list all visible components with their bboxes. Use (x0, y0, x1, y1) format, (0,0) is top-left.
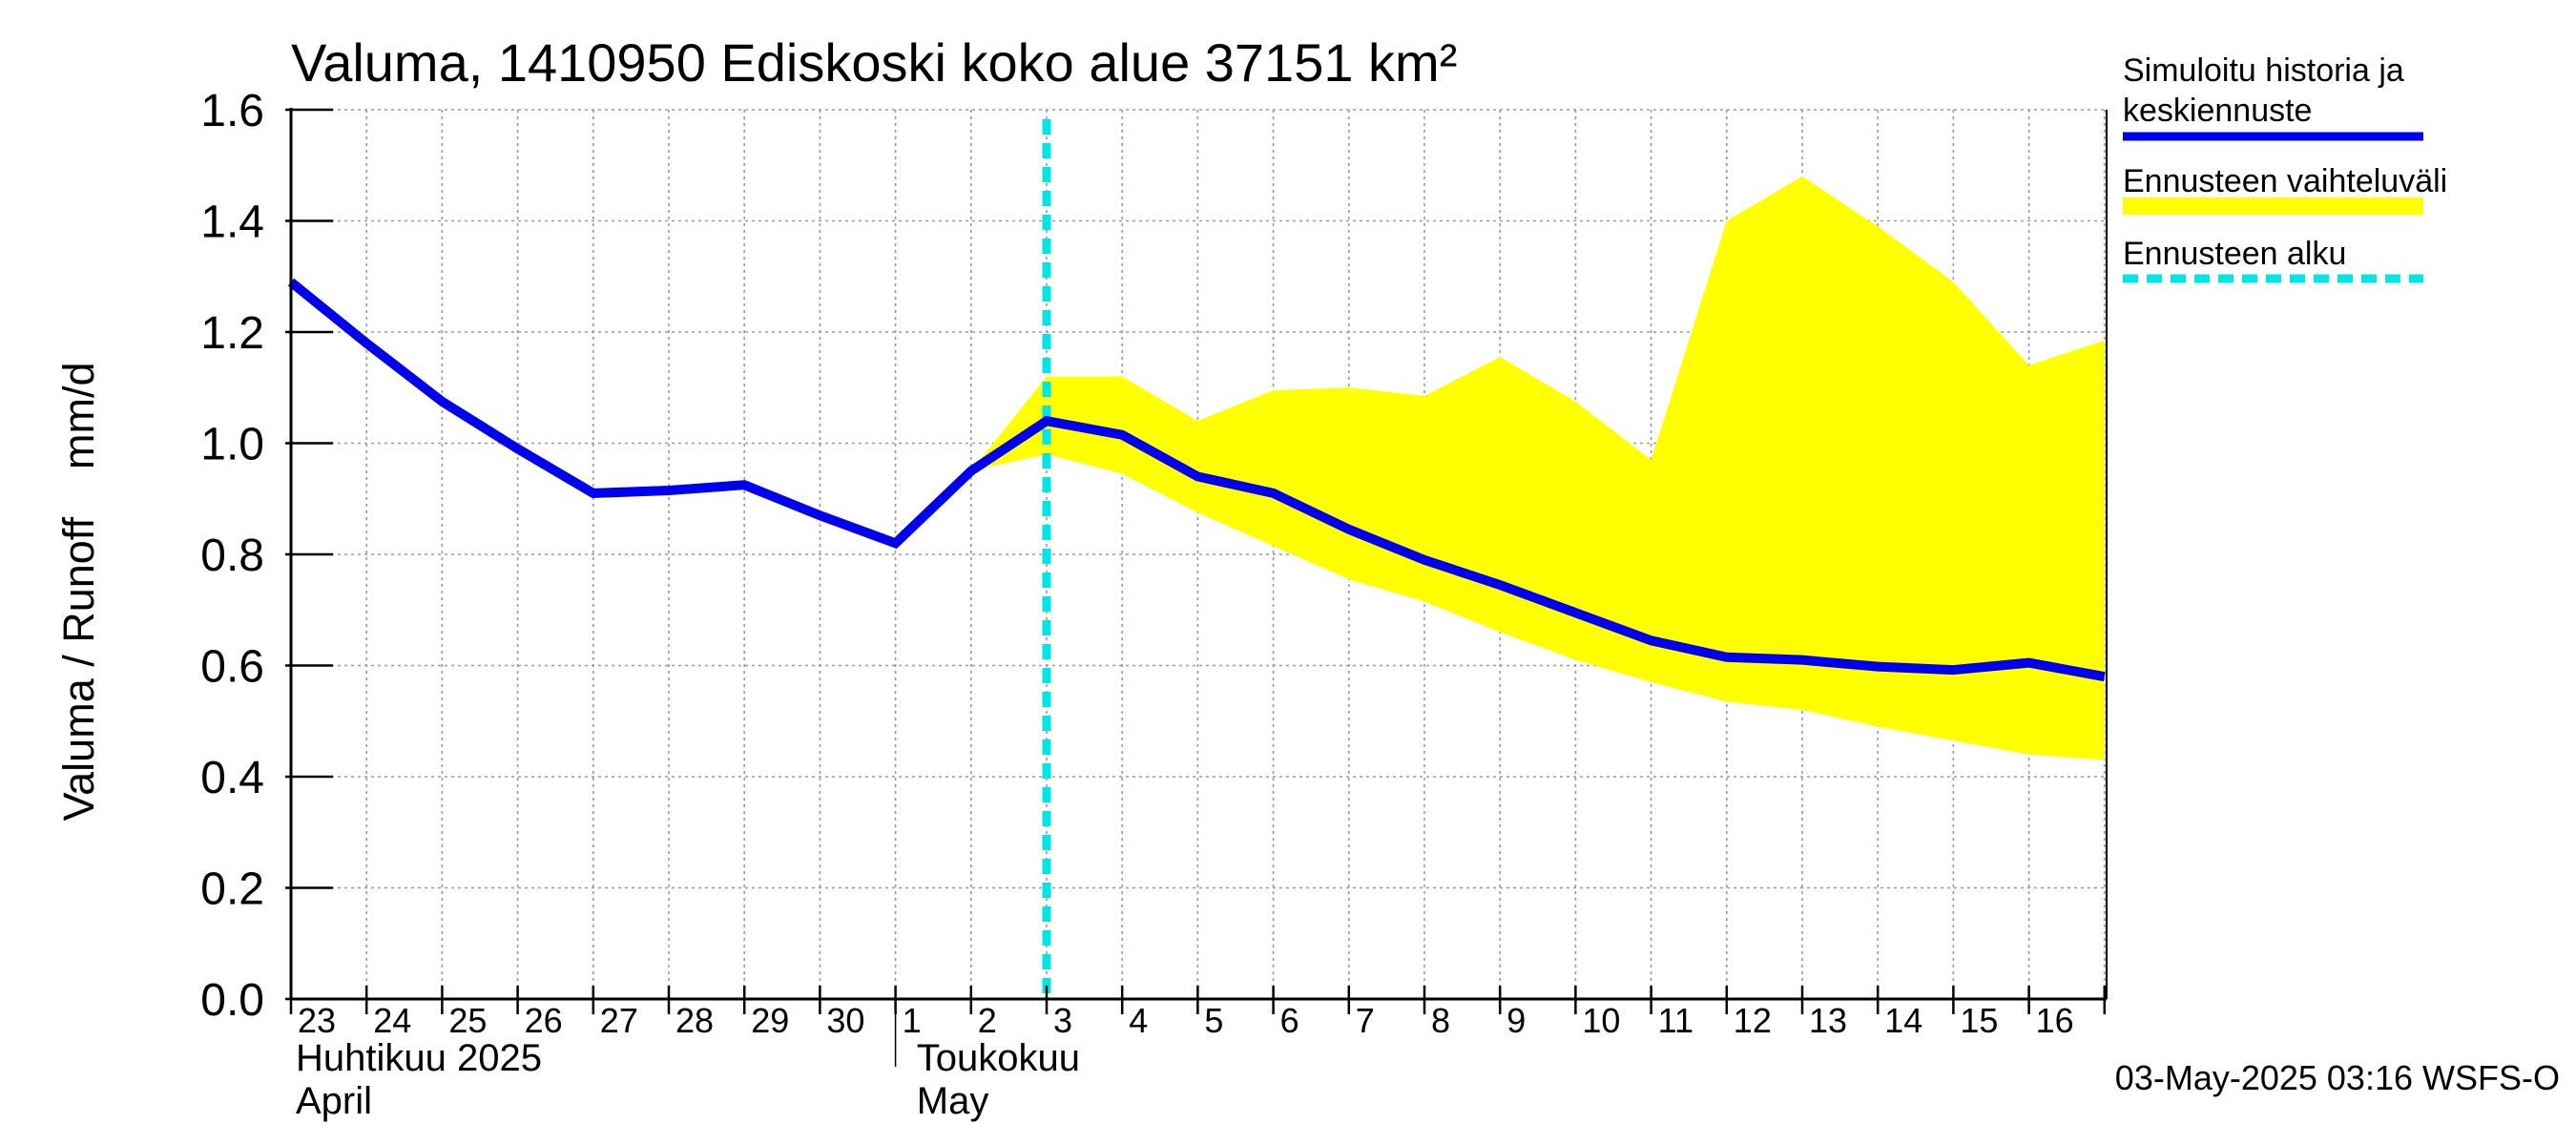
legend-label-forecast-start: Ennusteen alku (2123, 236, 2346, 272)
y-tick-label: 0.4 (200, 753, 264, 803)
y-tick-label: 1.6 (200, 86, 264, 136)
y-tick-label: 0.6 (200, 642, 264, 693)
month-label: Huhtikuu 2025 (296, 1037, 542, 1079)
x-tick-label: 3 (1053, 1001, 1072, 1040)
month-label: Toukokuu (917, 1037, 1080, 1079)
x-tick-label: 6 (1280, 1001, 1299, 1040)
x-tick-label: 14 (1884, 1001, 1922, 1040)
x-tick-label: 10 (1582, 1001, 1620, 1040)
month-label-en: May (917, 1080, 989, 1122)
x-tick-label: 11 (1658, 1001, 1693, 1040)
runoff-series-line (287, 278, 2106, 682)
x-tick-label: 5 (1204, 1001, 1223, 1040)
x-tick-label: 28 (675, 1001, 714, 1040)
y-tick-label: 0.2 (200, 864, 264, 915)
y-axis-label: Valuma / Runoff mm/d (54, 362, 103, 821)
x-tick-label: 13 (1809, 1001, 1847, 1040)
x-tick-label: 25 (448, 1001, 487, 1040)
x-tick-label: 24 (373, 1001, 411, 1040)
x-tick-label: 12 (1734, 1001, 1772, 1040)
chart-title: Valuma, 1410950 Ediskoski koko alue 3715… (291, 32, 1457, 93)
x-tick-label: 4 (1129, 1001, 1148, 1040)
y-tick-label: 1.4 (200, 198, 264, 248)
legend-label-band: Ennusteen vaihteluväli (2123, 163, 2447, 199)
legend-label-series: Simuloitu historia ja (2123, 52, 2404, 89)
x-tick-label: 15 (1960, 1001, 1998, 1040)
x-tick-label: 9 (1506, 1001, 1526, 1040)
x-tick-label: 2 (978, 1001, 997, 1040)
x-tick-label: 16 (2036, 1001, 2074, 1040)
y-tick-label: 1.2 (200, 308, 264, 359)
x-tick-label: 27 (600, 1001, 638, 1040)
legend: Simuloitu historia ja keskiennuste Ennuste… (2123, 52, 2447, 283)
x-tick-label: 1 (903, 1001, 922, 1040)
legend-label-series-cont: keskiennuste (2123, 93, 2312, 129)
x-tick-label: 26 (525, 1001, 563, 1040)
footer-timestamp: 03-May-2025 03:16 WSFS-O (2115, 1058, 2560, 1097)
x-tick-label: 29 (751, 1001, 789, 1040)
y-tick-label: 1.0 (200, 420, 264, 470)
y-tick-label: 0.8 (200, 531, 264, 581)
plot-area: 0.00.20.40.60.81.01.21.41.623 24 25 26 27 28 2… (200, 86, 2108, 1122)
x-tick-label: 8 (1431, 1001, 1450, 1040)
x-tick-label: 23 (298, 1001, 336, 1040)
y-tick-label: 0.0 (200, 975, 264, 1026)
month-label-en: April (296, 1080, 372, 1122)
x-tick-label: 30 (826, 1001, 864, 1040)
x-tick-label: 7 (1356, 1001, 1375, 1040)
forecast-range-band (970, 176, 2105, 760)
